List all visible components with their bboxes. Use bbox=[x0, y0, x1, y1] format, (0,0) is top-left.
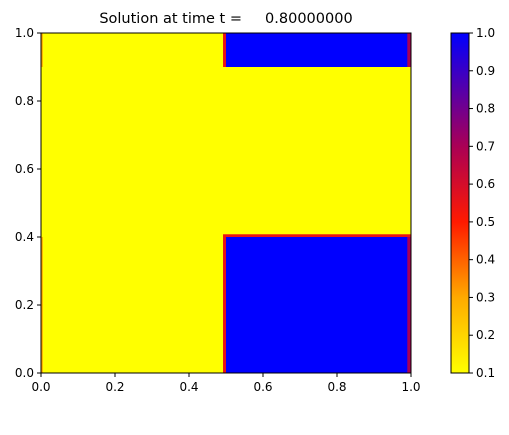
y-tick-label: 1.0 bbox=[15, 26, 34, 40]
heatmap-region bbox=[226, 33, 411, 67]
x-tick-label: 0.6 bbox=[253, 380, 272, 394]
y-tick-label: 0.2 bbox=[15, 298, 34, 312]
chart-title: Solution at time t = 0.80000000 bbox=[99, 11, 352, 27]
heatmap-region bbox=[226, 237, 411, 373]
colorbar-tick-label: 0.7 bbox=[476, 139, 495, 153]
heatmap-edge-fringe bbox=[41, 237, 43, 373]
colorbar-tick-label: 0.4 bbox=[476, 253, 495, 267]
colorbar-tick-label: 1.0 bbox=[476, 26, 495, 40]
colorbar-tick-label: 0.5 bbox=[476, 215, 495, 229]
x-tick-label: 0.4 bbox=[179, 380, 198, 394]
y-tick-label: 0.0 bbox=[15, 366, 34, 380]
colorbar: 0.1 0.2 0.3 0.4 0.5 0.6 0.7 0.8 0.9 1.0 bbox=[450, 26, 495, 380]
x-tick-label: 1.0 bbox=[401, 380, 420, 394]
x-tick-label: 0.0 bbox=[31, 380, 50, 394]
x-tick-label: 0.2 bbox=[105, 380, 124, 394]
plot-frame bbox=[40, 32, 412, 374]
y-tick-label: 0.6 bbox=[15, 162, 34, 176]
colorbar-gradient bbox=[450, 32, 470, 374]
colorbar-tick-label: 0.2 bbox=[476, 328, 495, 342]
colorbar-tick-label: 0.3 bbox=[476, 290, 495, 304]
heatmap-region-edge bbox=[407, 237, 411, 373]
heatmap-edge-fringe bbox=[41, 33, 43, 67]
y-tick-label: 0.4 bbox=[15, 230, 34, 244]
colorbar-tick-label: 0.8 bbox=[476, 102, 495, 116]
colorbar-tick-label: 0.1 bbox=[476, 366, 495, 380]
colorbar-tick-label: 0.6 bbox=[476, 177, 495, 191]
y-tick-label: 0.8 bbox=[15, 94, 34, 108]
plot-area: 0.0 0.2 0.4 0.6 0.8 1.0 0.0 0.2 0.4 0.6 0.8 1.0 bbox=[15, 26, 421, 394]
x-tick-label: 0.8 bbox=[327, 380, 346, 394]
heatmap-region-edge bbox=[407, 33, 411, 67]
colorbar-tick-label: 0.9 bbox=[476, 64, 495, 78]
